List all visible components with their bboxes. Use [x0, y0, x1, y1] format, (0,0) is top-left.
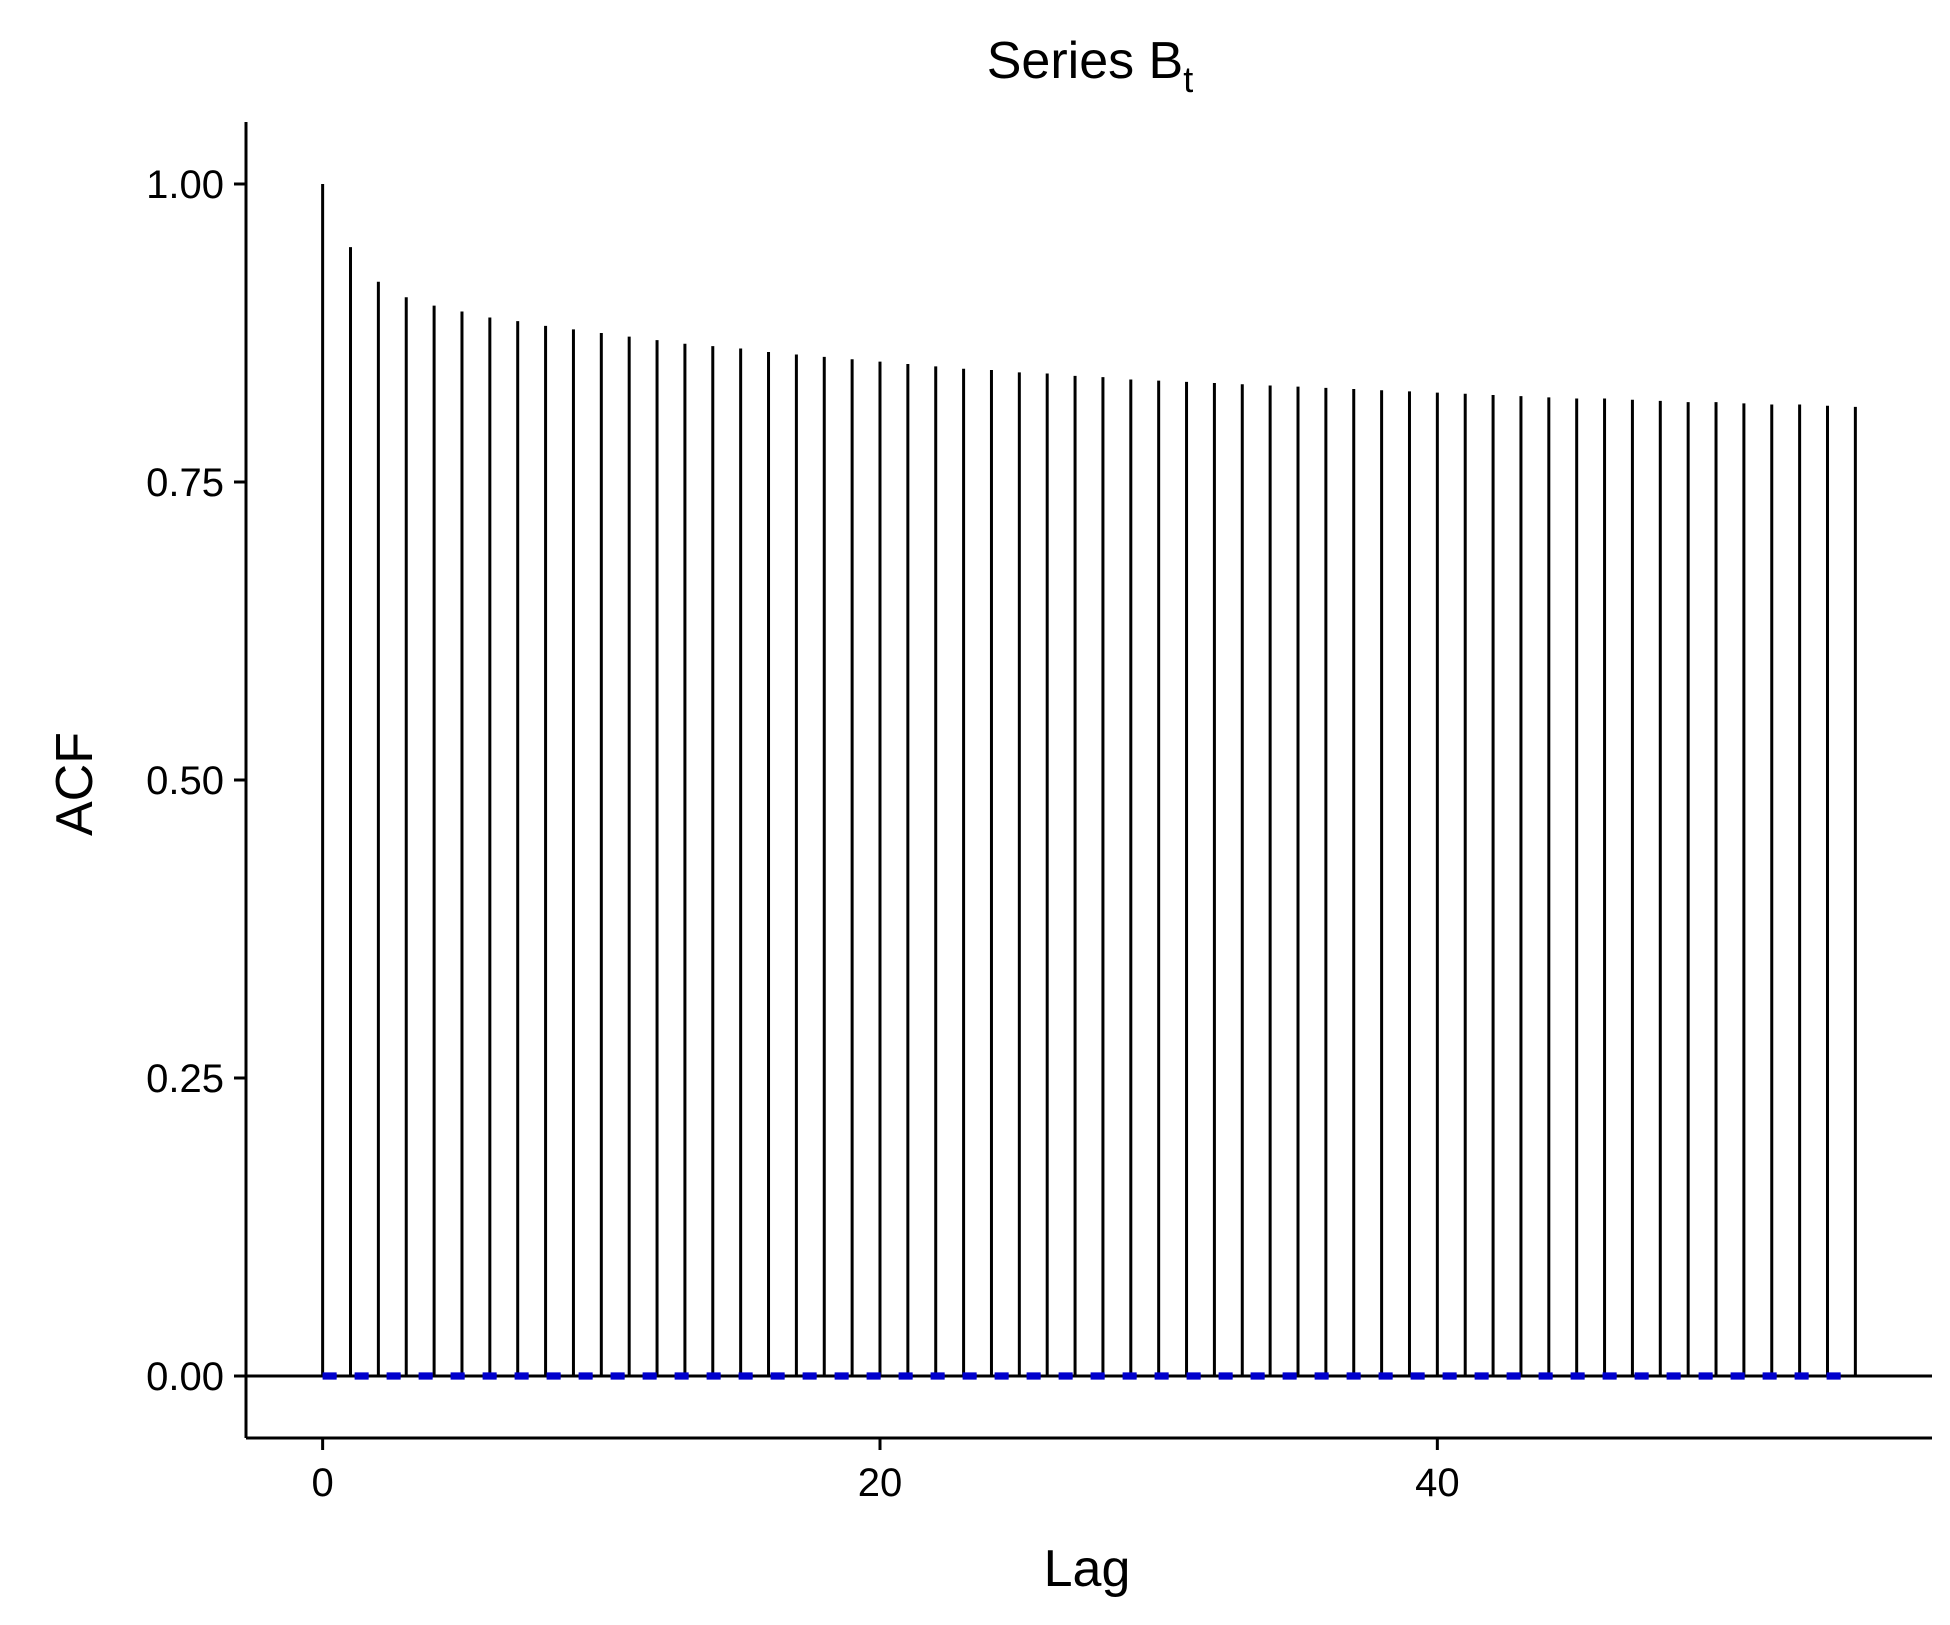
y-axis-ticks: 0.00 0.25 0.50 0.75 1.00 [146, 163, 246, 1399]
x-tick-label: 0 [312, 1461, 334, 1505]
chart-title: Series Bt [987, 32, 1194, 100]
x-axis-ticks: 0 20 40 [312, 1438, 1460, 1505]
y-tick-label: 1.00 [146, 163, 224, 207]
y-tick-label: 0.50 [146, 759, 224, 803]
x-tick-label: 40 [1415, 1461, 1460, 1505]
y-axis-title: ACF [46, 732, 104, 836]
acf-stems [321, 183, 1857, 1377]
y-tick-label: 0.75 [146, 461, 224, 505]
x-axis-title: Lag [1044, 1540, 1131, 1598]
y-tick-label: 0.25 [146, 1057, 224, 1101]
chart-title-subscript: t [1183, 59, 1193, 100]
y-tick-label: 0.00 [146, 1355, 224, 1399]
chart-title-main: Series B [987, 32, 1184, 90]
x-tick-label: 20 [858, 1461, 903, 1505]
